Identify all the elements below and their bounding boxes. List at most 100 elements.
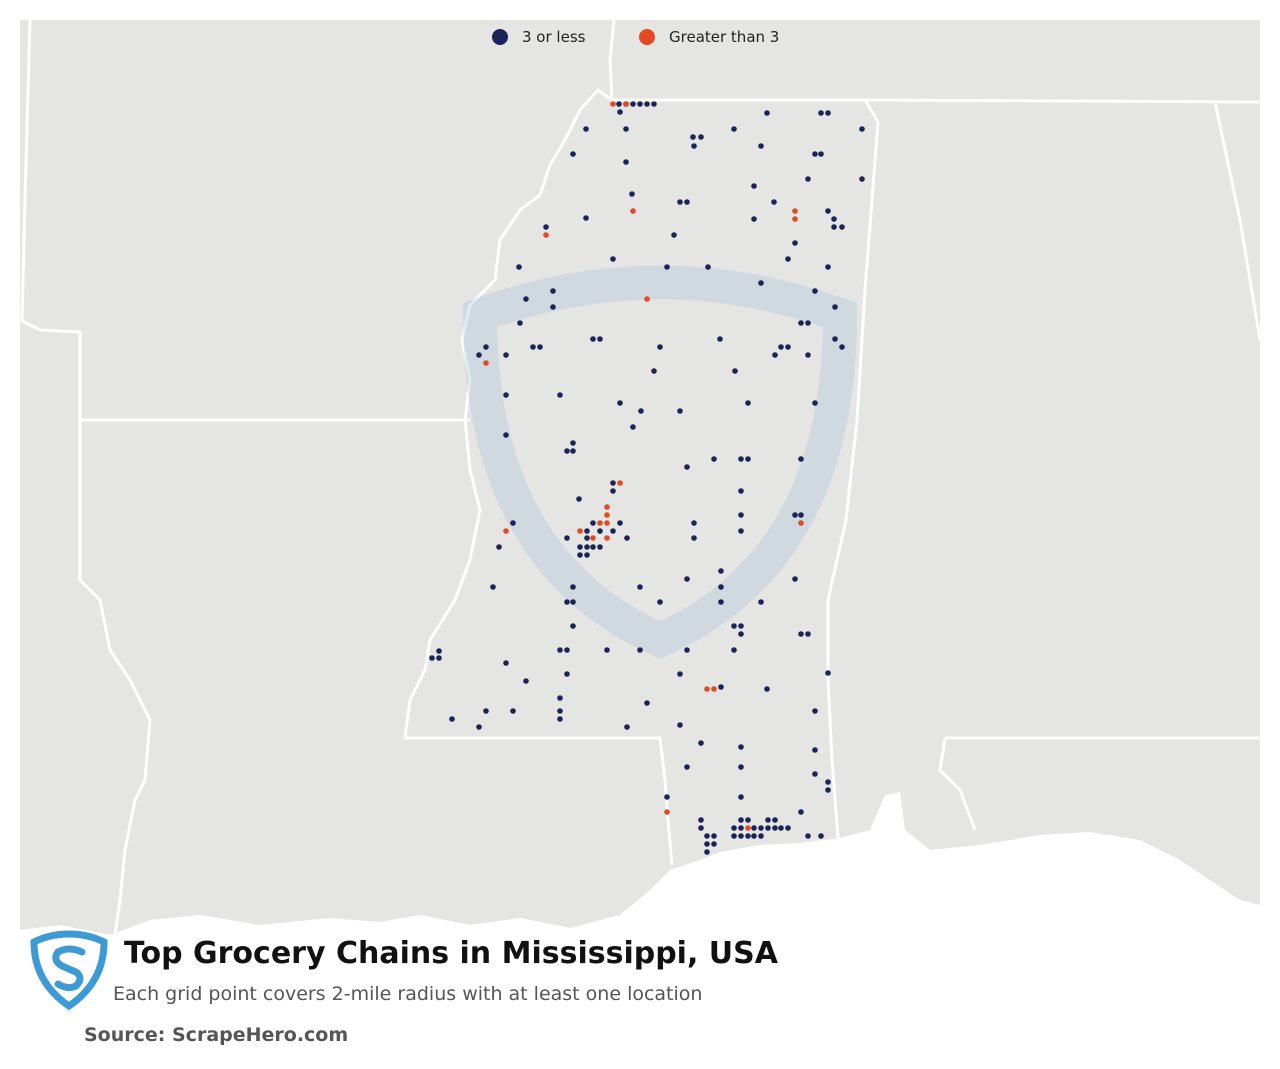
location-dot-low [812, 151, 818, 157]
location-dot-low [449, 716, 455, 722]
location-dot-low [792, 576, 798, 582]
location-dot-low [812, 400, 818, 406]
location-dot-high [630, 208, 636, 214]
location-dot-low [731, 126, 737, 132]
location-dot-low [690, 134, 696, 140]
location-dot-low [429, 655, 435, 661]
location-dot-low [623, 159, 629, 165]
location-dot-low [738, 528, 744, 534]
location-dot-low [490, 584, 496, 590]
location-dot-low [731, 833, 737, 839]
page-title: Top Grocery Chains in Mississippi, USA [124, 936, 778, 971]
location-dot-low [745, 817, 751, 823]
location-dot-low [617, 520, 623, 526]
location-dot-low [785, 344, 791, 350]
location-dot-low [718, 599, 724, 605]
scrapehero-shield-icon [30, 930, 108, 1010]
location-dot-low [638, 408, 644, 414]
location-dot-low [583, 126, 589, 132]
page-subtitle: Each grid point covers 2-mile radius wit… [113, 983, 703, 1005]
location-dot-low [564, 599, 570, 605]
location-dot-low [616, 101, 622, 107]
location-dot-low [684, 764, 690, 770]
location-dot-low [564, 535, 570, 541]
location-dot-high [644, 296, 650, 302]
location-dot-low [772, 352, 778, 358]
land-background [20, 20, 1260, 944]
location-dot-low [570, 599, 576, 605]
location-dot-low [718, 684, 724, 690]
location-dot-low [617, 400, 623, 406]
location-dot-low [637, 584, 643, 590]
location-dot-high [503, 528, 509, 534]
location-dot-high [597, 520, 603, 526]
location-dot-low [825, 110, 831, 116]
legend: 3 or less Greater than 3 [0, 28, 1280, 56]
location-dot-low [684, 647, 690, 653]
location-dot-high [745, 825, 751, 831]
location-dot-low [805, 833, 811, 839]
location-dot-low [731, 647, 737, 653]
location-dot-low [644, 700, 650, 706]
location-dot-low [705, 264, 711, 270]
location-dot-low [691, 520, 697, 526]
location-dot-high [617, 480, 623, 486]
location-dot-low [831, 216, 837, 222]
location-dot-high [704, 686, 710, 692]
location-dot-low [738, 623, 744, 629]
location-dot-low [590, 520, 596, 526]
location-dot-low [630, 424, 636, 430]
location-dot-high [577, 528, 583, 534]
location-dot-low [764, 110, 770, 116]
location-dot-low [584, 535, 590, 541]
location-dot-low [798, 512, 804, 518]
location-dot-low [704, 841, 710, 847]
location-dot-low [651, 368, 657, 374]
location-dot-low [745, 456, 751, 462]
location-dot-low [778, 344, 784, 350]
location-dot-low [651, 101, 657, 107]
location-dot-low [610, 488, 616, 494]
location-dot-low [623, 126, 629, 132]
location-dot-high [604, 504, 610, 510]
location-dot-high [590, 535, 596, 541]
location-dot-low [772, 825, 778, 831]
location-dot-low [751, 833, 757, 839]
location-dot-low [583, 215, 589, 221]
location-dot-low [610, 256, 616, 262]
location-dot-low [557, 695, 563, 701]
location-dot-low [825, 779, 831, 785]
location-dot-high [664, 809, 670, 815]
location-dot-low [738, 833, 744, 839]
location-dot-low [832, 336, 838, 342]
location-dot-low [738, 794, 744, 800]
location-dot-low [771, 199, 777, 205]
location-dot-low [597, 528, 603, 534]
legend-label-low: 3 or less [522, 28, 586, 46]
legend-item-low: 3 or less [492, 28, 585, 46]
location-dot-low [825, 670, 831, 676]
location-dot-low [711, 841, 717, 847]
location-dot-low [476, 724, 482, 730]
location-dot-low [664, 264, 670, 270]
location-dot-low [570, 440, 576, 446]
location-dot-low [483, 344, 489, 350]
location-dot-low [523, 678, 529, 684]
location-dot-low [832, 304, 838, 310]
location-dot-low [818, 110, 824, 116]
location-dot-low [758, 599, 764, 605]
location-dot-high [711, 686, 717, 692]
state-borders [19, 19, 1262, 936]
location-dot-low [792, 240, 798, 246]
location-dot-low [557, 716, 563, 722]
location-dot-low [751, 825, 757, 831]
location-dot-low [657, 344, 663, 350]
location-dot-low [778, 825, 784, 831]
location-dot-low [564, 647, 570, 653]
location-dot-low [698, 825, 704, 831]
location-dot-low [732, 368, 738, 374]
location-dot-low [818, 833, 824, 839]
location-dot-low [704, 849, 710, 855]
location-dot-low [483, 708, 489, 714]
source-credit: Source: ScrapeHero.com [84, 1024, 349, 1046]
